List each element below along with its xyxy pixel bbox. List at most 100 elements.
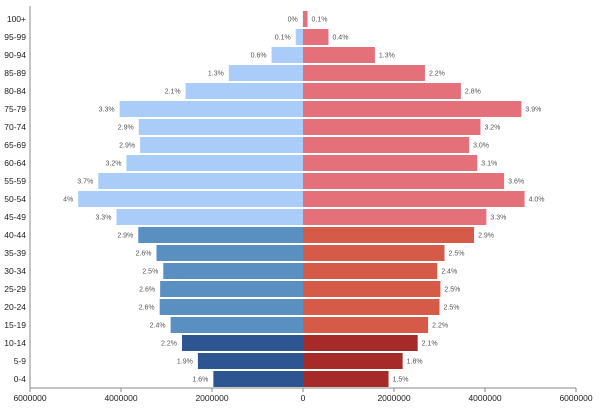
- bar-male-25-29: [160, 281, 303, 297]
- bar-male-10-14: [182, 335, 303, 351]
- label-female-15-19: 2.2%: [432, 323, 448, 330]
- label-female-40-44: 2.9%: [478, 233, 494, 240]
- label-male-40-44: 2.9%: [117, 233, 133, 240]
- age-label-55-59: 55-59: [4, 176, 26, 186]
- label-female-30-34: 2.4%: [441, 269, 457, 276]
- label-male-45-49: 3.3%: [95, 215, 111, 222]
- age-label-85-89: 85-89: [4, 68, 26, 78]
- x-tick-label: 2000000: [195, 393, 228, 403]
- label-female-95-99: 0.4%: [332, 35, 348, 42]
- x-tick-label: 0: [301, 393, 306, 403]
- bar-female-65-69: [303, 137, 469, 153]
- label-male-25-29: 2.6%: [139, 287, 155, 294]
- x-tick-label: 6000000: [13, 393, 46, 403]
- age-label-50-54: 50-54: [4, 194, 26, 204]
- age-label-70-74: 70-74: [4, 122, 26, 132]
- label-female-0-4: 1.5%: [393, 377, 409, 384]
- age-label-80-84: 80-84: [4, 86, 26, 96]
- x-tick-label: 4000000: [104, 393, 137, 403]
- x-tick-label: 4000000: [468, 393, 501, 403]
- bar-female-90-94: [303, 47, 375, 63]
- label-male-80-84: 2.1%: [165, 89, 181, 96]
- bar-female-5-9: [303, 353, 403, 369]
- label-female-70-74: 3.2%: [484, 125, 500, 132]
- age-label-5-9: 5-9: [14, 356, 27, 366]
- bar-male-55-59: [98, 173, 303, 189]
- bar-male-95-99: [296, 29, 303, 45]
- bar-female-55-59: [303, 173, 504, 189]
- bar-female-85-89: [303, 65, 425, 81]
- label-female-10-14: 2.1%: [422, 341, 438, 348]
- bar-female-70-74: [303, 119, 480, 135]
- bar-female-25-29: [303, 281, 440, 297]
- bar-male-60-64: [126, 155, 303, 171]
- label-female-55-59: 3.6%: [508, 179, 524, 186]
- label-male-15-19: 2.4%: [150, 323, 166, 330]
- label-male-10-14: 2.2%: [161, 341, 177, 348]
- label-male-55-59: 3.7%: [77, 179, 93, 186]
- age-label-90-94: 90-94: [4, 50, 26, 60]
- bar-female-0-4: [303, 371, 389, 387]
- label-female-75-79: 3.9%: [525, 107, 541, 114]
- bar-female-95-99: [303, 29, 328, 45]
- label-male-0-4: 1.6%: [192, 377, 208, 384]
- label-male-35-39: 2.6%: [136, 251, 152, 258]
- bar-male-35-39: [156, 245, 303, 261]
- bar-female-80-84: [303, 83, 461, 99]
- bar-male-85-89: [229, 65, 303, 81]
- label-female-25-29: 2.5%: [444, 287, 460, 294]
- age-label-30-34: 30-34: [4, 266, 26, 276]
- label-male-90-94: 0.6%: [251, 53, 267, 60]
- age-label-100+: 100+: [7, 14, 26, 24]
- label-male-60-64: 3.2%: [105, 161, 121, 168]
- label-female-20-24: 2.5%: [444, 305, 460, 312]
- label-female-50-54: 4.0%: [529, 197, 545, 204]
- bar-female-50-54: [303, 191, 525, 207]
- label-female-35-39: 2.5%: [449, 251, 465, 258]
- bar-female-40-44: [303, 227, 474, 243]
- bar-male-65-69: [140, 137, 303, 153]
- bar-male-45-49: [116, 209, 303, 225]
- label-female-60-64: 3.1%: [481, 161, 497, 168]
- bar-male-0-4: [213, 371, 303, 387]
- label-female-85-89: 2.2%: [429, 71, 445, 78]
- age-label-65-69: 65-69: [4, 140, 26, 150]
- bar-female-45-49: [303, 209, 486, 225]
- label-male-50-54: 4%: [63, 197, 73, 204]
- bar-male-20-24: [160, 299, 303, 315]
- label-female-65-69: 3.0%: [473, 143, 489, 150]
- bar-male-70-74: [139, 119, 303, 135]
- x-tick-label: 2000000: [377, 393, 410, 403]
- label-male-5-9: 1.9%: [177, 359, 193, 366]
- bar-female-75-79: [303, 101, 521, 117]
- label-female-45-49: 3.3%: [490, 215, 506, 222]
- label-male-30-34: 2.5%: [142, 269, 158, 276]
- bar-female-10-14: [303, 335, 418, 351]
- label-male-100+: 0%: [288, 17, 298, 24]
- label-male-20-24: 2.6%: [139, 305, 155, 312]
- age-label-40-44: 40-44: [4, 230, 26, 240]
- label-male-85-89: 1.3%: [208, 71, 224, 78]
- bar-male-30-34: [163, 263, 303, 279]
- bar-male-15-19: [171, 317, 303, 333]
- bar-female-15-19: [303, 317, 428, 333]
- bar-male-80-84: [186, 83, 303, 99]
- age-label-75-79: 75-79: [4, 104, 26, 114]
- age-label-0-4: 0-4: [14, 374, 27, 384]
- age-label-35-39: 35-39: [4, 248, 26, 258]
- age-label-20-24: 20-24: [4, 302, 26, 312]
- bar-female-60-64: [303, 155, 477, 171]
- bar-male-50-54: [78, 191, 303, 207]
- bar-female-30-34: [303, 263, 437, 279]
- bar-female-35-39: [303, 245, 445, 261]
- bar-male-5-9: [198, 353, 303, 369]
- age-label-45-49: 45-49: [4, 212, 26, 222]
- age-label-15-19: 15-19: [4, 320, 26, 330]
- label-female-90-94: 1.3%: [379, 53, 395, 60]
- label-male-65-69: 2.9%: [119, 143, 135, 150]
- age-label-25-29: 25-29: [4, 284, 26, 294]
- x-tick-label: 6000000: [559, 393, 592, 403]
- age-label-10-14: 10-14: [4, 338, 26, 348]
- bar-female-100+: [303, 11, 308, 27]
